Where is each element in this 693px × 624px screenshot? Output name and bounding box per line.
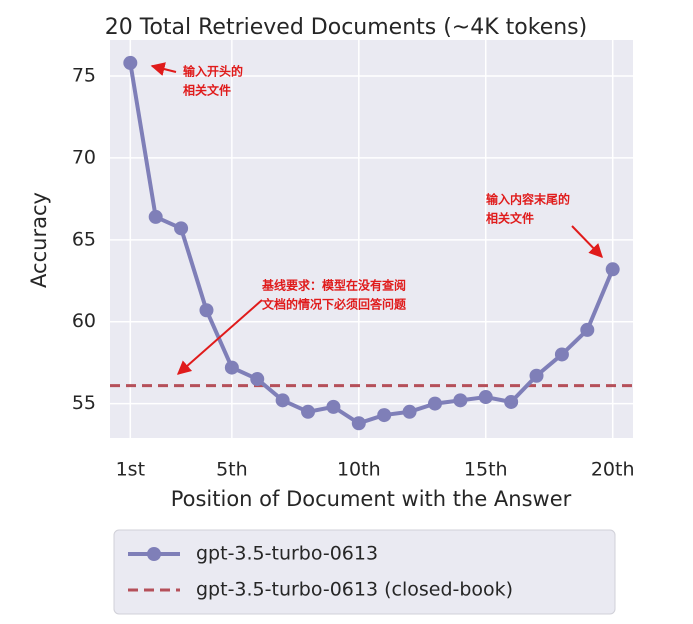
legend-label: gpt-3.5-turbo-0613 (closed-book) [196,579,513,601]
point [427,396,442,411]
legend-label: gpt-3.5-turbo-0613 [196,543,378,565]
x-tick-label: 20th [591,459,635,481]
point [529,368,544,383]
point [275,393,290,408]
point [250,372,265,387]
point [301,404,316,419]
annotation: 输入内容末尾的 [486,192,570,207]
arrow [571,225,603,259]
chart-title: 20 Total Retrieved Documents (~4K tokens… [105,15,587,40]
y-axis-label: Accuracy [27,192,51,288]
y-tick-label: 75 [72,65,96,87]
annotation: 输入开头的 [183,64,243,79]
legend [113,529,616,615]
point [224,360,239,375]
x-tick-label: 15th [464,459,508,481]
point [123,55,138,70]
arrow [176,299,263,375]
annotation: 相关文件 [183,83,231,98]
point [326,399,341,414]
x-tick-label: 5th [216,459,248,481]
point [148,209,163,224]
point [478,390,493,405]
point [580,322,595,337]
x-tick-label: 10th [337,459,381,481]
point [554,347,569,362]
point [504,394,519,409]
y-tick-label: 60 [72,310,96,332]
y-tick-label: 55 [72,392,96,414]
arrow [150,62,177,76]
y-tick-label: 65 [72,228,96,250]
point [199,303,214,318]
annotation: 基线要求：模型在没有查阅 [261,278,406,293]
y-tick-label: 70 [72,146,96,168]
plot-area [110,40,633,438]
annotation: 文档的情况下必须回答问题 [262,297,407,312]
x-axis-label: Position of Document with the Answer [171,487,572,511]
point [351,416,366,431]
point [402,404,417,419]
point [377,408,392,423]
point [453,393,468,408]
point [174,221,189,236]
annotation: 相关文件 [486,211,534,226]
point [605,262,620,277]
x-tick-label: 1st [116,459,145,481]
legend-swatch [147,547,161,561]
